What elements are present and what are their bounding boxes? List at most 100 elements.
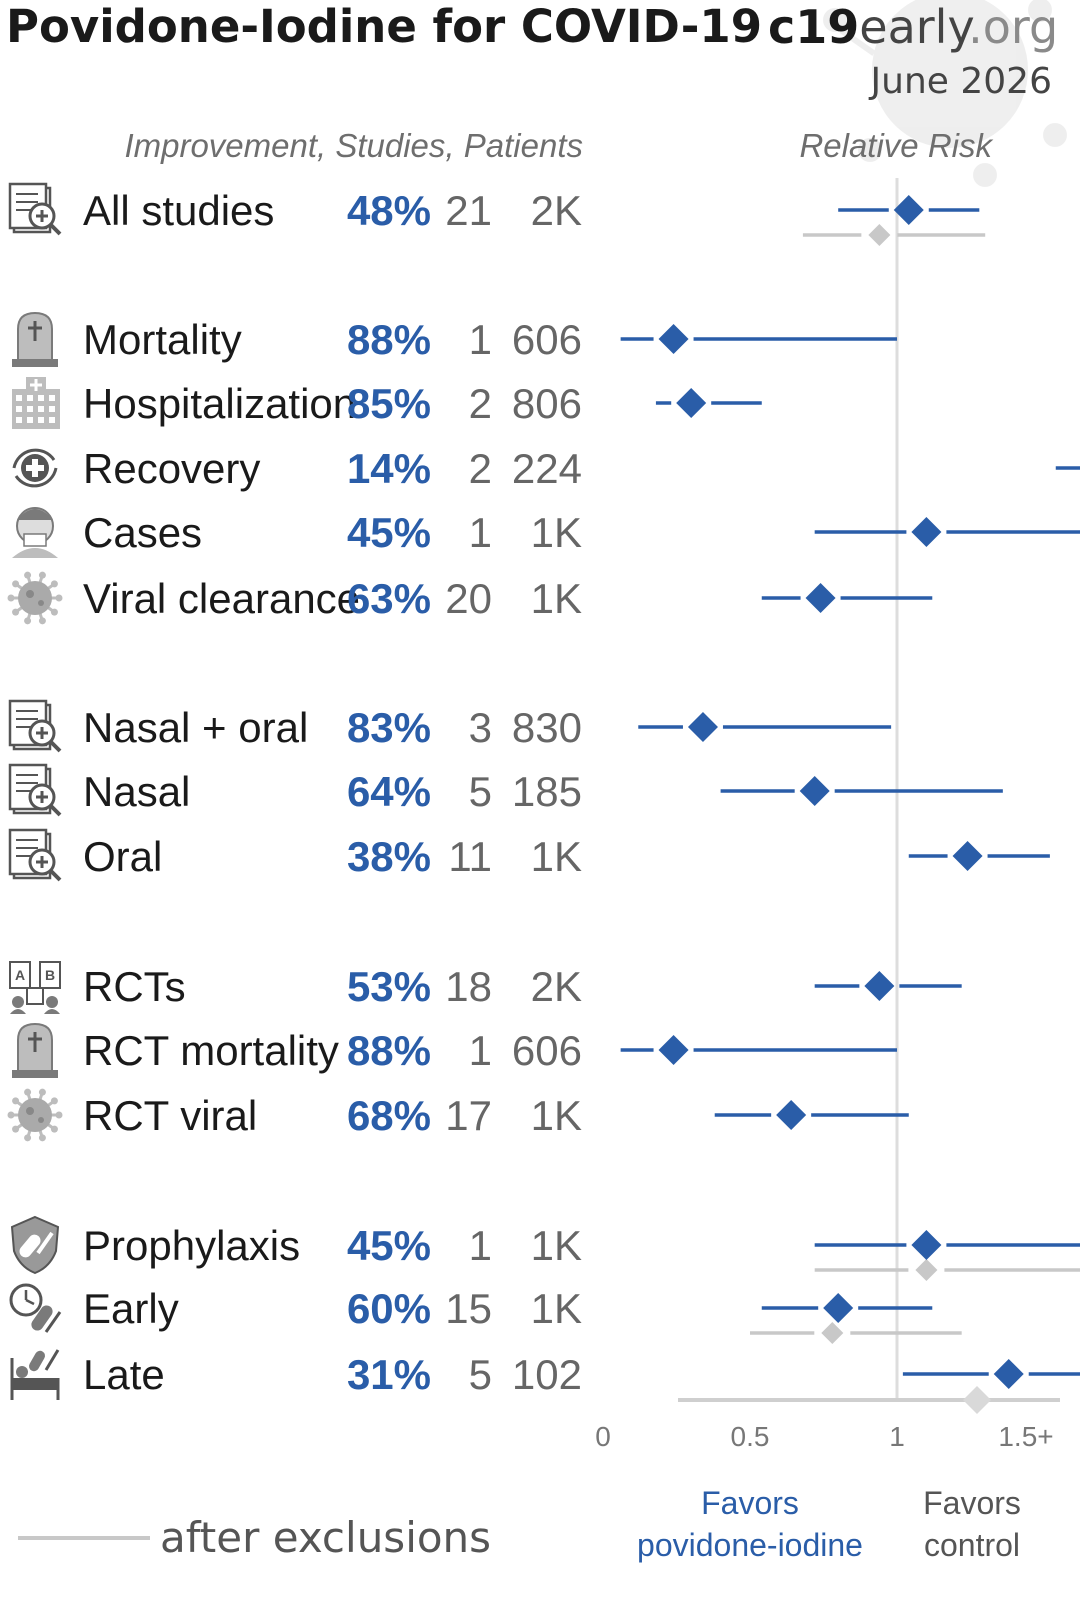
chart-row: Cases 45% 1 1K [12, 507, 1080, 558]
row-studies: 1 [469, 316, 492, 363]
row-patients: 1K [531, 1092, 582, 1139]
row-studies: 18 [445, 963, 492, 1010]
late-icon [10, 1349, 60, 1400]
point-marker [911, 1230, 942, 1260]
row-label: Oral [83, 833, 162, 880]
point-marker [658, 324, 689, 354]
row-label: Nasal [83, 768, 190, 815]
cases-icon [12, 507, 58, 558]
row-improvement: 83% [347, 704, 431, 751]
exclusion-point-marker [868, 224, 891, 246]
row-studies: 20 [445, 575, 492, 622]
row-label: Nasal + oral [83, 704, 308, 751]
chart-row: Mortality 88% 1 606 [12, 311, 897, 367]
point-marker [911, 517, 942, 547]
point-marker [799, 776, 830, 806]
exclusion-point-marker [821, 1322, 844, 1344]
virus-icon [7, 1088, 63, 1142]
row-label: Mortality [83, 316, 242, 363]
row-improvement: 85% [347, 380, 431, 427]
x-tick-label: 1 [889, 1421, 905, 1452]
x-tick-label: 1.5+ [998, 1421, 1053, 1452]
row-patients: 1K [531, 1222, 582, 1269]
chart-row: Recovery 14% 2 224 [12, 445, 1080, 492]
row-patients: 224 [512, 445, 582, 492]
point-marker [687, 712, 718, 742]
row-patients: 830 [512, 704, 582, 751]
row-patients: 1K [531, 1285, 582, 1332]
row-label: Late [83, 1351, 165, 1398]
tombstone-icon [12, 311, 58, 367]
chart-row: Nasal + oral 83% 3 830 [8, 699, 892, 753]
page-title: Povidone-Iodine for COVID-19 [6, 0, 762, 53]
favors-control-label: Favors [923, 1485, 1021, 1521]
row-improvement: 45% [347, 1222, 431, 1269]
point-marker [676, 388, 707, 418]
point-marker [823, 1293, 854, 1323]
row-improvement: 88% [347, 316, 431, 363]
row-improvement: 14% [347, 445, 431, 492]
row-label: Early [83, 1285, 179, 1332]
point-marker [776, 1100, 807, 1130]
row-label: RCT viral [83, 1092, 257, 1139]
chart-row: Nasal 64% 5 185 [8, 763, 1003, 817]
studies-icon [8, 182, 62, 236]
axis-title: Relative Risk [799, 127, 993, 164]
row-improvement: 38% [347, 833, 431, 880]
row-improvement: 63% [347, 575, 431, 622]
point-marker [952, 841, 983, 871]
virus-watermark-icon [823, 0, 1067, 187]
row-improvement: 88% [347, 1027, 431, 1074]
axis-marker [963, 1386, 991, 1414]
point-marker [993, 1359, 1024, 1389]
row-patients: 606 [512, 316, 582, 363]
row-studies: 1 [469, 1027, 492, 1074]
row-label: Viral clearance [83, 575, 360, 622]
chart-row: RCT viral 68% 17 1K [7, 1088, 909, 1142]
studies-icon [8, 828, 62, 882]
row-studies: 15 [445, 1285, 492, 1332]
row-improvement: 64% [347, 768, 431, 815]
virus-icon [7, 571, 63, 625]
left-column-heading: Improvement, Studies, Patients [124, 127, 583, 164]
point-marker [805, 583, 836, 613]
row-studies: 5 [469, 1351, 492, 1398]
svg-text:B: B [45, 967, 55, 983]
point-marker [658, 1035, 689, 1065]
row-label: RCT mortality [83, 1027, 339, 1074]
row-patients: 102 [512, 1351, 582, 1398]
row-studies: 11 [448, 833, 492, 880]
chart-row: RCT mortality 88% 1 606 [12, 1022, 897, 1078]
studies-icon [8, 699, 62, 753]
row-label: RCTs [83, 963, 186, 1010]
favors-control-name: control [924, 1527, 1020, 1563]
chart-row: A B RCTs 53% 18 2K [9, 961, 962, 1014]
early-icon [9, 1283, 62, 1333]
row-patients: 1K [531, 509, 582, 556]
x-axis: 0 0.5 1 1.5+ [595, 1386, 1060, 1452]
row-studies: 3 [469, 704, 492, 751]
point-marker [864, 971, 895, 1001]
recovery-icon [12, 448, 58, 488]
chart-row: Oral 38% 11 1K [8, 828, 1050, 882]
chart-row: Prophylaxis 45% 1 1K [10, 1215, 1080, 1281]
row-improvement: 60% [347, 1285, 431, 1332]
chart-row: Late 31% 5 102 [10, 1349, 1080, 1400]
row-label: Recovery [83, 445, 260, 492]
row-studies: 21 [445, 187, 492, 234]
row-improvement: 68% [347, 1092, 431, 1139]
row-patients: 2K [531, 963, 582, 1010]
row-label: Prophylaxis [83, 1222, 300, 1269]
row-patients: 606 [512, 1027, 582, 1074]
prophylaxis-icon [10, 1215, 60, 1275]
row-label: All studies [83, 187, 274, 234]
row-studies: 17 [445, 1092, 492, 1139]
brand-logo: c19early.org [768, 0, 1058, 54]
point-marker [893, 195, 924, 225]
row-improvement: 53% [347, 963, 431, 1010]
